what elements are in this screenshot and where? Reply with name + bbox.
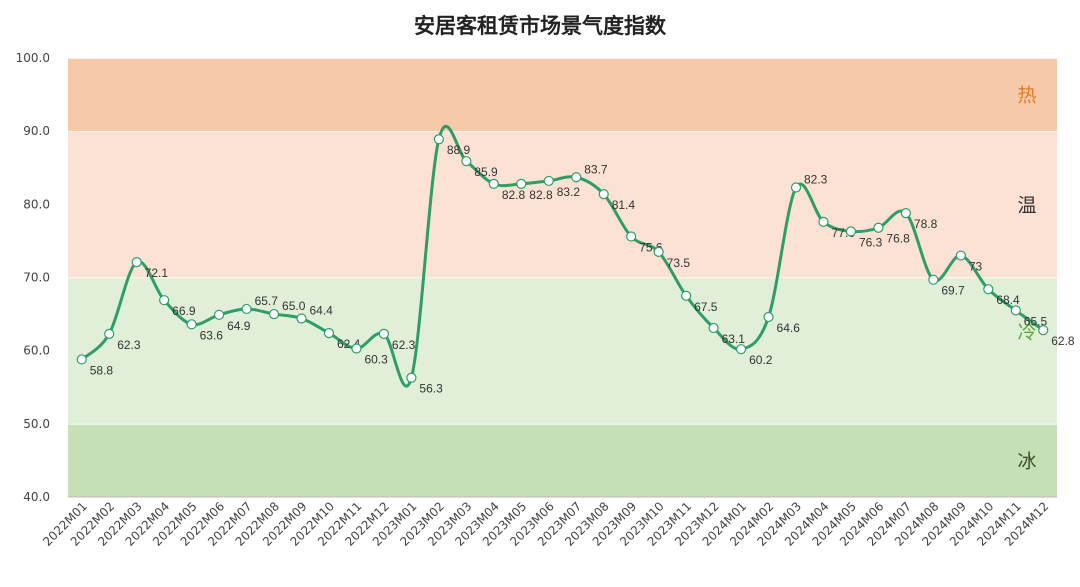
y-tick-label: 50.0 <box>23 417 50 431</box>
data-label: 72.1 <box>145 266 169 280</box>
band-2 <box>68 131 1057 278</box>
data-label: 73.5 <box>667 256 691 270</box>
band-label-0: 冰 <box>1017 450 1036 472</box>
data-label: 68.4 <box>996 293 1020 307</box>
data-label: 82.3 <box>804 173 828 187</box>
data-point <box>351 343 362 354</box>
data-label: 76.8 <box>886 232 910 246</box>
y-tick-label: 90.0 <box>23 124 50 138</box>
data-point <box>763 311 774 323</box>
data-point <box>186 319 197 330</box>
data-label: 83.2 <box>557 185 581 199</box>
data-point <box>296 313 307 324</box>
data-point <box>845 226 857 237</box>
data-point <box>955 250 966 261</box>
data-point <box>76 354 87 365</box>
data-label: 62.8 <box>1051 334 1075 348</box>
data-point <box>626 231 637 242</box>
data-point <box>708 322 719 334</box>
data-label: 69.7 <box>941 284 965 298</box>
data-point <box>790 182 802 193</box>
band-1 <box>68 277 1057 424</box>
data-point <box>323 328 335 339</box>
data-label: 78.8 <box>914 217 938 231</box>
data-label: 58.8 <box>90 363 114 377</box>
data-label: 88.9 <box>447 143 471 157</box>
data-point <box>1010 305 1021 316</box>
y-tick-label: 40.0 <box>23 490 50 504</box>
data-point <box>461 156 472 167</box>
data-point <box>488 178 499 189</box>
data-label: 60.2 <box>749 353 773 367</box>
data-point <box>406 372 417 383</box>
data-point <box>378 328 390 339</box>
data-label: 65.5 <box>1024 314 1048 328</box>
y-tick-label: 60.0 <box>23 344 50 358</box>
data-point <box>735 344 747 355</box>
data-label: 62.3 <box>392 338 416 352</box>
y-tick-label: 80.0 <box>23 197 50 211</box>
y-tick-label: 100.0 <box>16 51 50 65</box>
band-3 <box>68 58 1057 132</box>
data-label: 76.3 <box>859 235 883 249</box>
data-point <box>159 295 170 306</box>
data-label: 60.3 <box>364 352 388 366</box>
data-label: 83.7 <box>584 162 608 176</box>
data-point <box>983 284 994 295</box>
data-point <box>241 303 252 315</box>
data-label: 73 <box>969 260 983 274</box>
data-label: 65.0 <box>282 299 306 313</box>
data-label: 63.6 <box>200 328 224 342</box>
data-point <box>571 172 582 183</box>
data-point <box>104 328 115 339</box>
chart-title: 安居客租赁市场景气度指数 <box>414 14 666 38</box>
data-label: 82.8 <box>502 188 526 202</box>
data-point <box>433 134 444 145</box>
data-point <box>900 208 912 219</box>
data-label: 62.3 <box>117 338 141 352</box>
data-label: 85.9 <box>474 165 498 179</box>
data-point <box>818 216 829 227</box>
data-label: 64.4 <box>310 303 334 317</box>
data-point <box>873 222 884 233</box>
data-label: 63.1 <box>722 332 746 346</box>
band-label-2: 温 <box>1017 194 1036 216</box>
data-point <box>131 257 142 268</box>
band-0 <box>68 423 1057 497</box>
band-label-3: 热 <box>1017 85 1036 107</box>
data-point <box>543 175 554 187</box>
data-point <box>653 246 664 257</box>
data-point <box>928 274 939 285</box>
data-label: 81.4 <box>612 198 636 212</box>
data-point <box>213 309 225 320</box>
band-label-1: 冷 <box>1017 322 1036 344</box>
data-point <box>598 188 609 200</box>
data-label: 67.5 <box>694 300 718 314</box>
data-point <box>681 290 692 301</box>
data-point <box>268 308 280 320</box>
y-tick-label: 70.0 <box>23 271 50 285</box>
data-label: 65.7 <box>255 294 279 308</box>
data-label: 56.3 <box>419 382 443 396</box>
data-label: 82.8 <box>529 188 553 202</box>
data-label: 66.9 <box>172 304 196 318</box>
data-label: 64.6 <box>777 321 801 335</box>
data-point <box>1038 325 1049 336</box>
data-point <box>516 178 527 189</box>
data-label: 64.9 <box>227 319 251 333</box>
